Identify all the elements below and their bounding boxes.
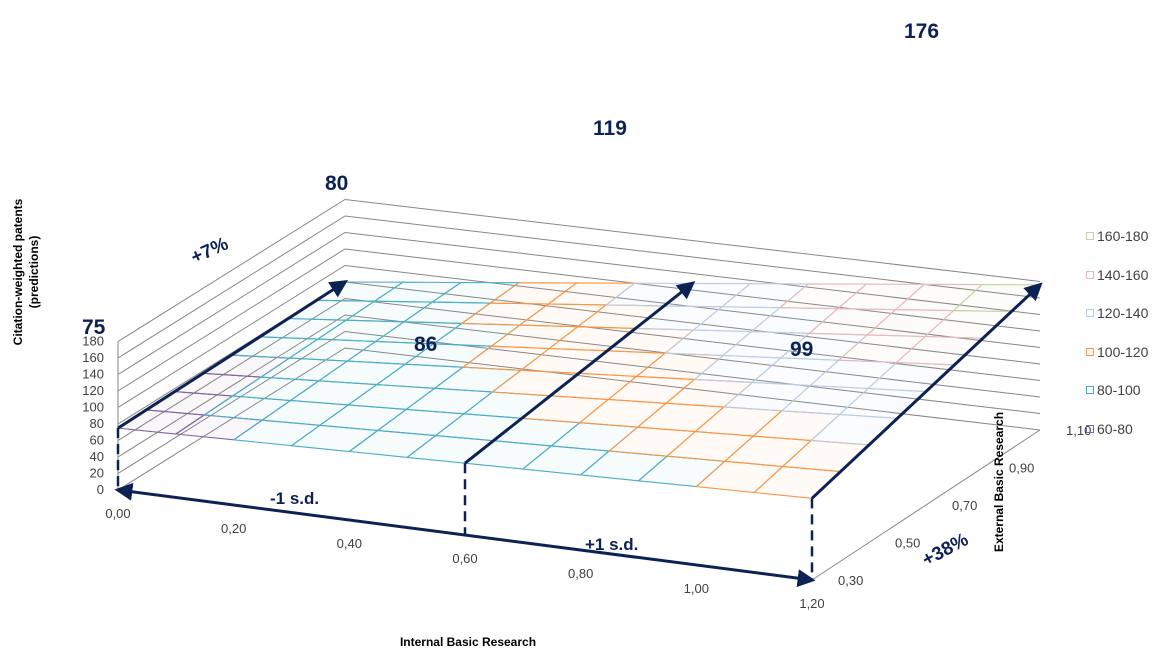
external-increase-arrow bbox=[464, 281, 696, 465]
legend-item: 120-140 bbox=[1086, 303, 1148, 323]
z-axis-title-line2: (predictions) bbox=[27, 236, 41, 309]
chart-annotation-arrows bbox=[114, 280, 1043, 588]
z-axis-title-line1: Citation-weighted patents bbox=[11, 198, 25, 345]
legend-item: 140-160 bbox=[1086, 265, 1148, 285]
z-tick-label: 100 bbox=[82, 400, 104, 415]
value-label-86: 86 bbox=[414, 333, 437, 356]
chart-legend: 160-180 140-160 120-140 100-120 80-100 60-80 bbox=[1086, 226, 1148, 458]
legend-swatch bbox=[1086, 386, 1094, 395]
pct-internal-label: +7% bbox=[188, 234, 232, 269]
z-tick-label: 140 bbox=[82, 367, 104, 382]
gridline bbox=[117, 215, 1041, 359]
y-axis-title: External Basic Research bbox=[992, 412, 1006, 552]
z-tick-label: 0 bbox=[97, 482, 104, 497]
gridline bbox=[117, 330, 1041, 474]
y-tick-label: 1,10 bbox=[1066, 423, 1091, 438]
legend-label: 100-120 bbox=[1097, 343, 1149, 360]
legend-swatch bbox=[1086, 347, 1094, 356]
gridline bbox=[117, 231, 1041, 375]
x-tick-label: 0,60 bbox=[452, 551, 477, 566]
legend-label: 160-180 bbox=[1097, 228, 1149, 244]
gridline bbox=[117, 347, 1041, 491]
value-label-176: 176 bbox=[904, 20, 939, 43]
z-tick-label: 60 bbox=[90, 433, 104, 448]
chart-surface bbox=[116, 281, 1042, 499]
legend-swatch bbox=[1086, 232, 1094, 240]
z-tick-label: 160 bbox=[82, 350, 104, 365]
z-tick-label: 20 bbox=[90, 466, 104, 481]
chart-walls bbox=[117, 198, 1041, 581]
legend-label: 140-160 bbox=[1097, 266, 1149, 283]
legend-item: 100-120 bbox=[1086, 342, 1148, 362]
z-tick-label: 40 bbox=[90, 449, 104, 464]
gridline bbox=[117, 248, 1041, 392]
legend-item: 60-80 bbox=[1086, 419, 1148, 439]
x-tick-label: 0,20 bbox=[221, 521, 246, 536]
pct-external-label: +38% bbox=[919, 529, 972, 571]
value-label-99: 99 bbox=[790, 338, 813, 361]
y-tick-label: 0,90 bbox=[1009, 461, 1034, 476]
x-tick-label: 0,40 bbox=[337, 536, 362, 551]
z-tick-label: 80 bbox=[90, 416, 104, 431]
x-tick-label: 1,00 bbox=[684, 581, 709, 596]
x-axis-title: Internal Basic Research bbox=[400, 635, 536, 649]
external-increase-arrow bbox=[117, 280, 349, 430]
legend-label: 60-80 bbox=[1097, 420, 1133, 437]
value-label-75: 75 bbox=[82, 316, 106, 339]
y-tick-label: 0,30 bbox=[838, 573, 863, 588]
legend-swatch bbox=[1086, 424, 1094, 433]
value-label-80: 80 bbox=[325, 172, 348, 195]
legend-swatch bbox=[1086, 309, 1094, 318]
x-tick-label: 1,20 bbox=[799, 596, 824, 611]
x-tick-label: 0,80 bbox=[568, 566, 593, 581]
sd-minus-label: -1 s.d. bbox=[270, 489, 319, 508]
z-tick-label: 180 bbox=[82, 334, 104, 349]
x-tick-label: 0,00 bbox=[105, 506, 130, 521]
z-tick-label: 120 bbox=[82, 383, 104, 398]
y-tick-label: 0,50 bbox=[895, 536, 920, 551]
legend-swatch bbox=[1086, 270, 1094, 279]
legend-label: 80-100 bbox=[1097, 382, 1141, 399]
legend-label: 120-140 bbox=[1097, 305, 1149, 322]
y-axis-line bbox=[811, 429, 1041, 581]
sd-plus-label: +1 s.d. bbox=[585, 535, 638, 554]
legend-item: 160-180 bbox=[1086, 226, 1148, 246]
gridline bbox=[117, 314, 1041, 458]
legend-item: 80-100 bbox=[1086, 380, 1148, 400]
y-tick-label: 0,70 bbox=[952, 498, 977, 513]
internal-range-arrow bbox=[114, 482, 816, 588]
gridline bbox=[117, 264, 1041, 408]
gridline bbox=[117, 198, 1041, 342]
external-increase-arrow bbox=[810, 282, 1043, 500]
value-label-119: 119 bbox=[593, 117, 627, 140]
